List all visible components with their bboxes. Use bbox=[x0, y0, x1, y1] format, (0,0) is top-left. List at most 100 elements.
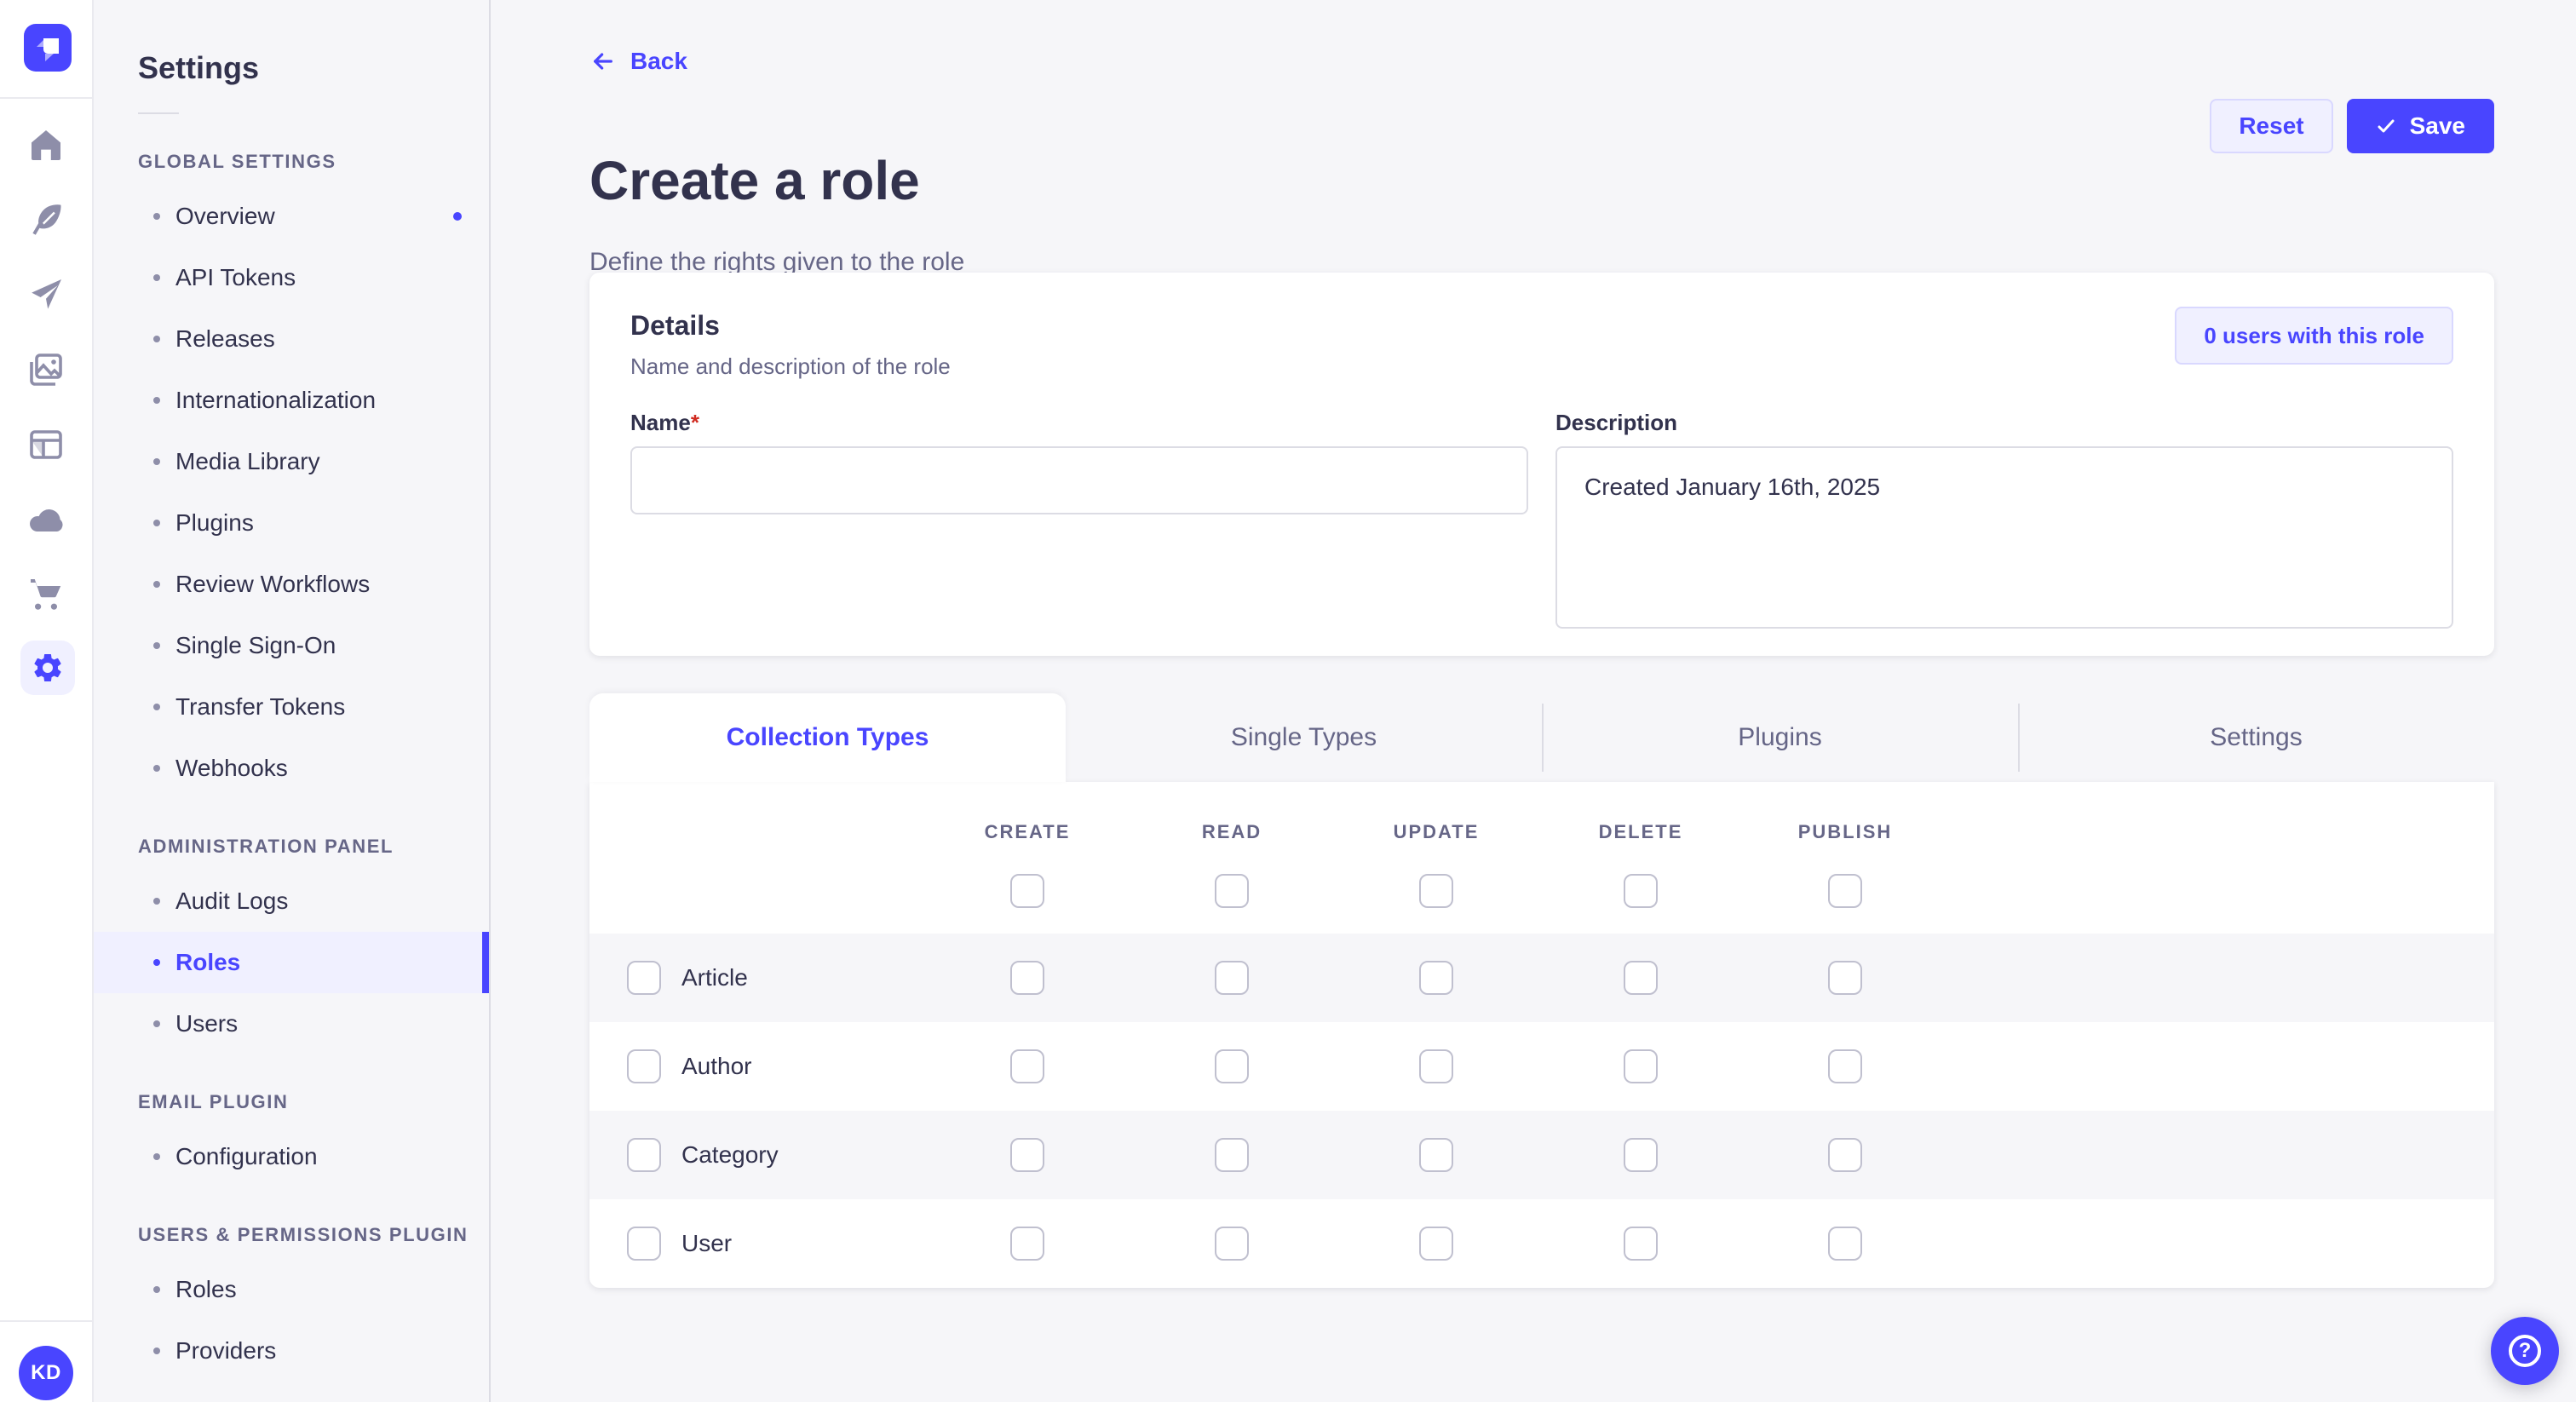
section-email-plugin: EMAIL PLUGIN bbox=[94, 1085, 489, 1119]
column-header-create: Create bbox=[925, 821, 1130, 843]
checkbox-category-delete[interactable] bbox=[1624, 1138, 1658, 1172]
reset-button[interactable]: Reset bbox=[2210, 99, 2332, 153]
section-global-settings: GLOBAL SETTINGS bbox=[94, 145, 489, 179]
sidebar-item-audit-logs[interactable]: Audit Logs bbox=[94, 871, 489, 932]
checkbox-user-delete[interactable] bbox=[1624, 1227, 1658, 1261]
user-avatar[interactable]: KD bbox=[19, 1346, 73, 1400]
sidebar-item-configuration[interactable]: Configuration bbox=[94, 1126, 489, 1187]
description-label: Description bbox=[1555, 409, 2453, 436]
save-button[interactable]: Save bbox=[2347, 99, 2494, 153]
sidebar-item-review-workflows[interactable]: Review Workflows bbox=[94, 554, 489, 615]
required-asterisk: * bbox=[691, 410, 699, 435]
sidebar-item-media-library[interactable]: Media Library bbox=[94, 431, 489, 492]
select-all-create-checkbox[interactable] bbox=[1010, 874, 1044, 908]
name-field[interactable] bbox=[630, 446, 1528, 514]
row-label: Author bbox=[681, 1053, 752, 1080]
select-all-read-checkbox[interactable] bbox=[1215, 874, 1249, 908]
sidebar-item-releases[interactable]: Releases bbox=[94, 308, 489, 370]
sidebar-item-label: Roles bbox=[175, 1276, 237, 1303]
checkbox-user-row[interactable] bbox=[627, 1227, 661, 1261]
select-all-update-checkbox[interactable] bbox=[1419, 874, 1453, 908]
checkbox-category-create[interactable] bbox=[1010, 1138, 1044, 1172]
settings-icon-active[interactable] bbox=[20, 641, 75, 695]
sidebar-item-label: Releases bbox=[175, 325, 275, 353]
bullet-icon bbox=[153, 898, 160, 905]
bullet-icon bbox=[153, 642, 160, 649]
checkbox-article-create[interactable] bbox=[1010, 961, 1044, 995]
media-library-icon[interactable] bbox=[26, 349, 66, 390]
check-icon bbox=[2376, 116, 2396, 136]
details-card: Details Name and description of the role… bbox=[589, 273, 2494, 656]
bullet-icon bbox=[153, 581, 160, 588]
sidebar-item-providers[interactable]: Providers bbox=[94, 1320, 489, 1382]
checkbox-author-row[interactable] bbox=[627, 1049, 661, 1083]
sidebar-item-webhooks[interactable]: Webhooks bbox=[94, 738, 489, 799]
sidebar-item-overview[interactable]: Overview bbox=[94, 186, 489, 247]
bullet-icon bbox=[153, 959, 160, 966]
strapi-logo[interactable] bbox=[24, 24, 72, 72]
permissions-tabbar: Collection Types Single Types Plugins Se… bbox=[589, 693, 2494, 782]
back-link[interactable]: Back bbox=[589, 48, 687, 75]
checkbox-user-read[interactable] bbox=[1215, 1227, 1249, 1261]
subnav-title: Settings bbox=[94, 48, 489, 89]
help-button[interactable]: ? bbox=[2491, 1317, 2559, 1385]
sidebar-item-label: Internationalization bbox=[175, 387, 376, 414]
marketplace-icon[interactable] bbox=[26, 574, 66, 615]
checkbox-article-read[interactable] bbox=[1215, 961, 1249, 995]
sidebar-item-internationalization[interactable]: Internationalization bbox=[94, 370, 489, 431]
select-all-delete-checkbox[interactable] bbox=[1624, 874, 1658, 908]
column-header-update: Update bbox=[1334, 821, 1538, 843]
checkbox-category-read[interactable] bbox=[1215, 1138, 1249, 1172]
tab-collection-types[interactable]: Collection Types bbox=[589, 693, 1066, 782]
sidebar-item-plugins[interactable]: Plugins bbox=[94, 492, 489, 554]
checkbox-article-update[interactable] bbox=[1419, 961, 1453, 995]
row-label: Article bbox=[681, 964, 748, 991]
checkbox-user-publish[interactable] bbox=[1828, 1227, 1862, 1261]
notification-dot-icon bbox=[453, 212, 462, 221]
checkbox-author-publish[interactable] bbox=[1828, 1049, 1862, 1083]
bullet-icon bbox=[153, 765, 160, 772]
main-content: Back Create a role Define the rights giv… bbox=[491, 0, 2576, 1402]
checkbox-article-row[interactable] bbox=[627, 961, 661, 995]
bullet-icon bbox=[153, 1020, 160, 1027]
checkbox-category-update[interactable] bbox=[1419, 1138, 1453, 1172]
subnav-divider bbox=[138, 112, 179, 114]
checkbox-user-update[interactable] bbox=[1419, 1227, 1453, 1261]
checkbox-user-create[interactable] bbox=[1010, 1227, 1044, 1261]
sidebar-item-api-tokens[interactable]: API Tokens bbox=[94, 247, 489, 308]
bullet-icon bbox=[153, 1347, 160, 1354]
tab-plugins[interactable]: Plugins bbox=[1542, 693, 2018, 782]
content-type-builder-icon[interactable] bbox=[26, 424, 66, 465]
users-with-role-button[interactable]: 0 users with this role bbox=[2175, 307, 2453, 365]
sidebar-item-transfer-tokens[interactable]: Transfer Tokens bbox=[94, 676, 489, 738]
sidebar-item-roles-active[interactable]: Roles bbox=[94, 932, 489, 993]
sidebar-item-users[interactable]: Users bbox=[94, 993, 489, 1054]
home-icon[interactable] bbox=[26, 124, 66, 165]
content-manager-icon[interactable] bbox=[26, 199, 66, 240]
checkbox-article-publish[interactable] bbox=[1828, 961, 1862, 995]
checkbox-article-delete[interactable] bbox=[1624, 961, 1658, 995]
checkbox-author-read[interactable] bbox=[1215, 1049, 1249, 1083]
select-all-publish-checkbox[interactable] bbox=[1828, 874, 1862, 908]
bullet-icon bbox=[153, 704, 160, 710]
details-title: Details bbox=[630, 307, 951, 344]
sidebar-item-label: Review Workflows bbox=[175, 571, 370, 598]
checkbox-category-row[interactable] bbox=[627, 1138, 661, 1172]
checkbox-author-delete[interactable] bbox=[1624, 1049, 1658, 1083]
tab-settings[interactable]: Settings bbox=[2018, 693, 2494, 782]
tab-single-types[interactable]: Single Types bbox=[1066, 693, 1542, 782]
checkbox-author-update[interactable] bbox=[1419, 1049, 1453, 1083]
question-mark-icon: ? bbox=[2509, 1335, 2541, 1367]
rail-divider bbox=[0, 97, 94, 99]
checkbox-category-publish[interactable] bbox=[1828, 1138, 1862, 1172]
sidebar-item-up-roles[interactable]: Roles bbox=[94, 1259, 489, 1320]
sidebar-item-label: Media Library bbox=[175, 448, 320, 475]
table-row-category: Category bbox=[589, 1111, 2494, 1199]
description-field[interactable]: Created January 16th, 2025 bbox=[1555, 446, 2453, 629]
sidebar-item-single-sign-on[interactable]: Single Sign-On bbox=[94, 615, 489, 676]
checkbox-author-create[interactable] bbox=[1010, 1049, 1044, 1083]
bullet-icon bbox=[153, 274, 160, 281]
sidebar-item-label: API Tokens bbox=[175, 264, 296, 291]
cloud-icon[interactable] bbox=[26, 499, 66, 540]
deploy-icon[interactable] bbox=[26, 274, 66, 315]
